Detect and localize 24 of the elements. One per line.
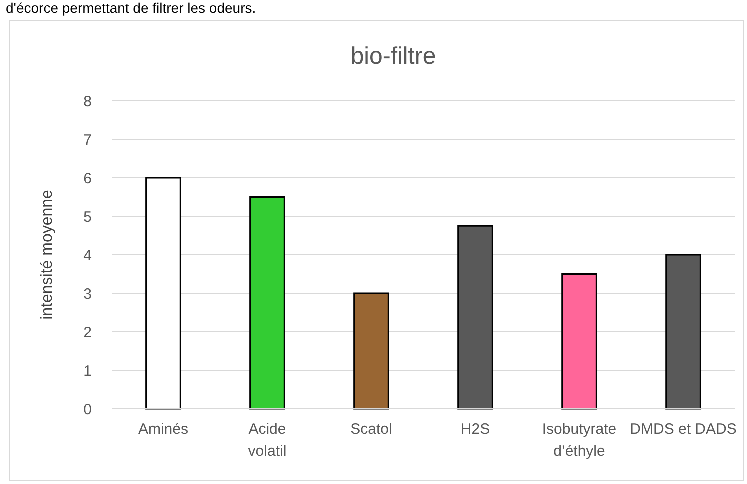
x-tick-label: Isobutyrate d’éthyle <box>542 421 617 460</box>
x-tick-label: DMDS et DADS <box>630 421 737 438</box>
x-tick-label: Aminés <box>138 421 188 438</box>
chart-title: bio-filtre <box>350 43 436 70</box>
bar <box>250 196 286 410</box>
y-tick-label: 8 <box>84 93 92 110</box>
y-tick-label: 3 <box>84 286 92 303</box>
y-tick-label: 2 <box>84 324 92 342</box>
y-axis-title: intensité moyenne <box>39 190 56 320</box>
y-tick-label: 7 <box>84 132 92 149</box>
x-tick-label: Scatol <box>350 421 392 438</box>
bar <box>146 177 182 410</box>
bar <box>458 225 494 410</box>
y-tick-label: 4 <box>84 247 92 264</box>
x-tick-label: Acide volatil <box>248 421 287 460</box>
x-tick-label: H2S <box>460 421 490 438</box>
y-tick-label: 1 <box>84 362 92 380</box>
bar <box>562 274 598 410</box>
bar <box>354 292 390 410</box>
text: d'écorce permettant de filtrer les odeurs. <box>6 0 256 16</box>
bar <box>666 254 702 410</box>
y-tick-label: 0 <box>84 401 92 418</box>
y-tick-label: 6 <box>84 170 92 188</box>
y-tick-label: 5 <box>84 208 92 226</box>
